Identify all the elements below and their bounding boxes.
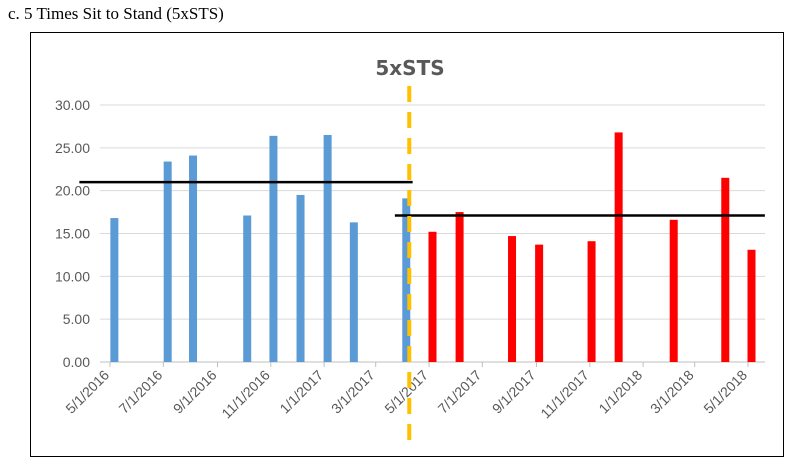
- x-tick-label: 11/1/2017: [537, 367, 592, 422]
- bar-pre: [296, 194, 305, 362]
- bar-pre: [110, 218, 119, 362]
- x-tick-label: 5/1/2016: [62, 367, 112, 417]
- bar-post: [747, 249, 756, 362]
- y-tick-label: 10.00: [55, 268, 90, 284]
- bar-pre: [269, 135, 278, 362]
- y-tick-label: 5.00: [63, 311, 90, 327]
- chart-title: 5xSTS: [375, 56, 444, 80]
- bar-pre: [163, 161, 172, 362]
- bar-post: [428, 231, 437, 362]
- figure-caption: c. 5 Times Sit to Stand (5xSTS): [8, 4, 224, 23]
- x-tick-label: 9/1/2016: [170, 367, 220, 417]
- x-tick-label: 9/1/2017: [489, 367, 539, 417]
- x-tick-label: 3/1/2017: [328, 367, 378, 417]
- bar-post: [535, 244, 544, 362]
- x-tick-label: 5/1/2018: [700, 367, 750, 417]
- bar-post: [508, 236, 517, 362]
- bar-post: [587, 241, 596, 362]
- bar-pre: [349, 222, 358, 362]
- x-tick-label: 3/1/2018: [647, 367, 697, 417]
- x-tick-label: 5/1/2017: [381, 367, 431, 417]
- bar-pre: [323, 134, 332, 362]
- bar-post: [721, 177, 730, 362]
- bar-pre: [402, 198, 411, 362]
- y-tick-label: 30.00: [55, 97, 90, 113]
- y-tick-label: 0.00: [63, 354, 90, 370]
- y-tick-label: 15.00: [55, 226, 90, 242]
- x-tick-label: 7/1/2017: [435, 367, 485, 417]
- y-tick-label: 25.00: [55, 140, 90, 156]
- bar-post: [669, 219, 678, 362]
- x-tick-label: 7/1/2016: [116, 367, 166, 417]
- y-tick-label: 20.00: [55, 183, 90, 199]
- bar-pre: [189, 155, 198, 362]
- x-tick-label: 1/1/2018: [595, 367, 645, 417]
- bar-post: [455, 212, 464, 362]
- x-tick-label: 11/1/2016: [218, 367, 273, 422]
- x-tick-label: 1/1/2017: [276, 367, 326, 417]
- bar-pre: [243, 215, 252, 362]
- bar-post: [614, 132, 623, 362]
